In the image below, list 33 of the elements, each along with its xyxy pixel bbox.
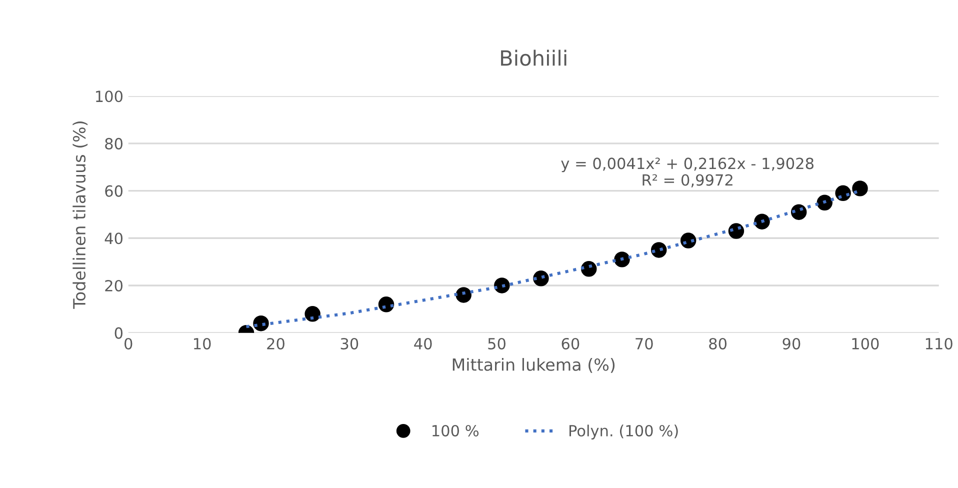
chart-title: Biohiili <box>501 50 566 66</box>
legend-label: 100 % <box>432 424 479 436</box>
point <box>580 261 597 277</box>
point <box>456 287 472 303</box>
x-tick-label: 110 <box>926 338 952 350</box>
x-tick-label: 10 <box>194 338 211 350</box>
point <box>852 180 868 196</box>
x-tick-label: 80 <box>709 338 727 350</box>
point <box>304 306 320 322</box>
point <box>754 214 770 230</box>
annotation: R² = 0,9972 <box>642 174 732 188</box>
y-tick-label: 40 <box>104 232 122 244</box>
x-axis-title: Mittarin lukema (%) <box>452 358 615 373</box>
x-tick-label: 20 <box>267 338 284 350</box>
y-tick-label: 20 <box>105 280 122 292</box>
y-tick-label: 80 <box>105 138 122 150</box>
x-tick-label: 70 <box>636 338 653 350</box>
x-tick-label: 60 <box>562 338 580 350</box>
y-tick-label: 100 <box>96 90 122 102</box>
x-tick-label: 30 <box>340 338 358 350</box>
point <box>816 194 833 211</box>
x-tick-label: 50 <box>488 338 506 350</box>
y-tick-label: 0 <box>114 327 122 339</box>
y-tick-label: 60 <box>105 185 122 197</box>
x-tick-label: 40 <box>414 338 432 350</box>
y-axis-title: Todellinen tilavuus (%) <box>72 122 88 309</box>
annotation: y = 0,0041x² + 0,2162x - 1,9028 <box>561 158 814 172</box>
point <box>494 278 510 294</box>
x-tick-label: 90 <box>782 338 800 350</box>
point <box>614 252 630 268</box>
x-tick-label: 0 <box>124 338 132 350</box>
x-tick-label: 100 <box>852 338 879 350</box>
legend-label: Polyn. (100 %) <box>569 424 678 440</box>
